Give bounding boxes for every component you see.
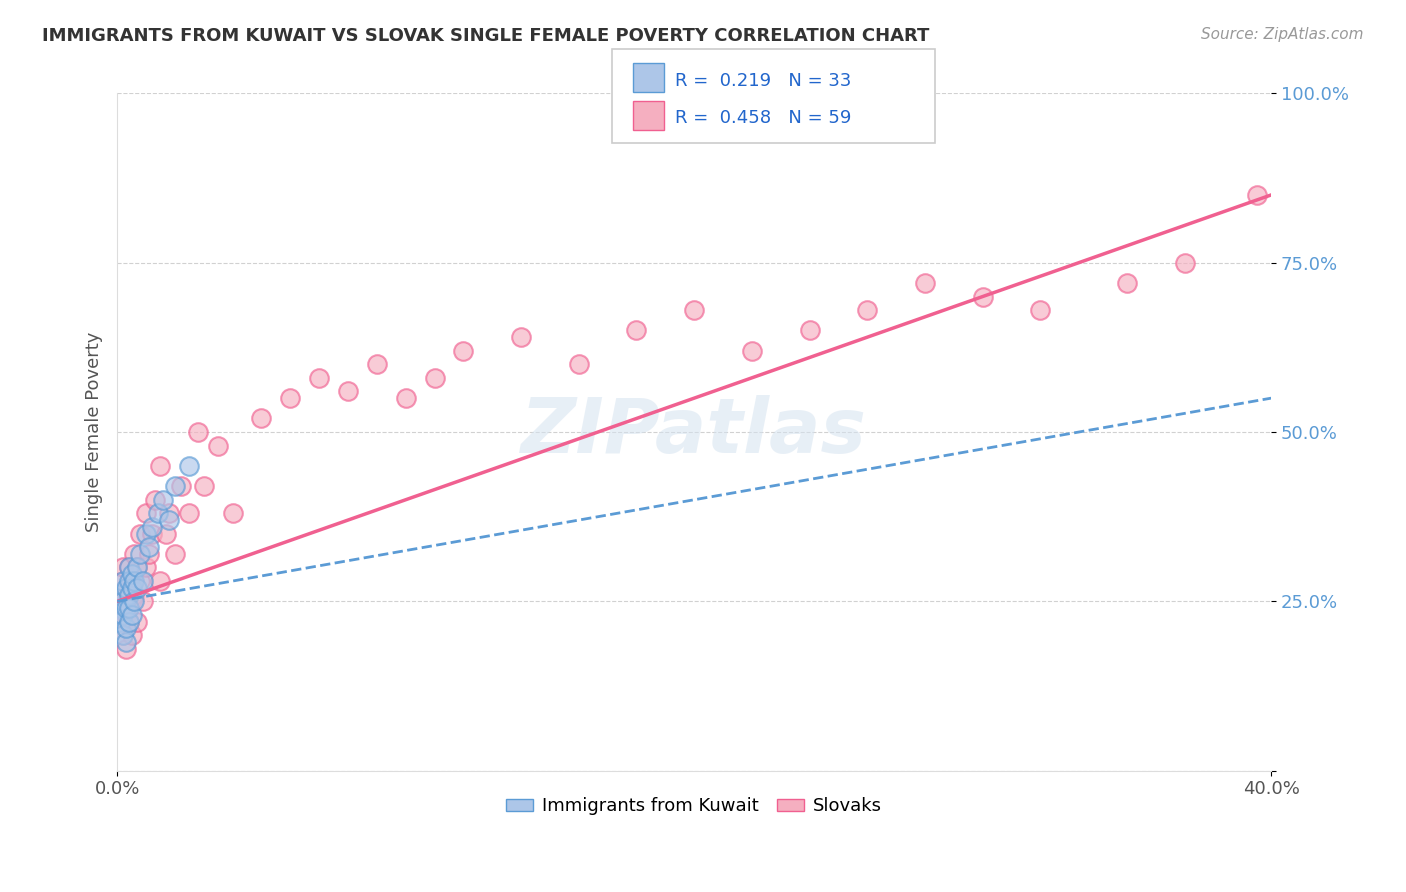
Point (683, 303, 706, 318)
Point (108, 601, 131, 615)
Point (121, 567, 143, 582)
Point (914, 276, 936, 290)
Text: R =  0.458   N = 59: R = 0.458 N = 59 (675, 109, 851, 127)
Point (152, 492, 174, 507)
Point (626, 323, 648, 337)
Point (799, 323, 821, 337)
Point (115, 635, 138, 649)
Point (129, 526, 152, 541)
Point (121, 607, 143, 622)
Point (115, 607, 138, 622)
Point (124, 547, 146, 561)
Point (1173, 255, 1195, 269)
Point (108, 588, 131, 602)
Text: R =  0.219   N = 33: R = 0.219 N = 33 (675, 71, 851, 89)
Point (118, 581, 141, 595)
Point (127, 615, 149, 629)
Point (115, 601, 138, 615)
Point (118, 560, 141, 574)
Point (108, 588, 131, 602)
Point (179, 506, 201, 520)
Point (141, 526, 163, 541)
Point (1029, 303, 1052, 318)
Point (111, 628, 134, 642)
Point (118, 615, 141, 629)
Point (108, 615, 131, 629)
Point (278, 391, 301, 405)
Text: Source: ZipAtlas.com: Source: ZipAtlas.com (1201, 27, 1364, 42)
Text: IMMIGRANTS FROM KUWAIT VS SLOVAK SINGLE FEMALE POVERTY CORRELATION CHART: IMMIGRANTS FROM KUWAIT VS SLOVAK SINGLE … (42, 27, 929, 45)
Point (118, 574, 141, 588)
Point (118, 588, 141, 602)
Point (146, 506, 169, 520)
Point (124, 588, 146, 602)
Point (163, 547, 186, 561)
Point (115, 594, 138, 608)
Point (118, 601, 141, 615)
Text: ZIPatlas: ZIPatlas (522, 395, 868, 469)
Point (221, 506, 243, 520)
Point (453, 343, 475, 358)
Point (207, 439, 229, 453)
Point (127, 560, 149, 574)
Point (135, 506, 157, 520)
Point (121, 628, 143, 642)
Point (135, 560, 157, 574)
Point (121, 574, 143, 588)
Point (135, 526, 157, 541)
Point (124, 574, 146, 588)
Point (143, 492, 166, 507)
Point (129, 574, 152, 588)
Point (132, 574, 155, 588)
Point (155, 526, 177, 541)
Point (395, 391, 418, 405)
Point (568, 357, 591, 371)
Point (163, 479, 186, 493)
Point (149, 574, 172, 588)
Point (1246, 188, 1268, 202)
Point (111, 574, 134, 588)
Point (121, 594, 143, 608)
Point (157, 513, 180, 527)
Point (124, 594, 146, 608)
Point (179, 458, 201, 473)
Point (141, 520, 163, 534)
Point (111, 594, 134, 608)
Point (129, 547, 152, 561)
Point (115, 641, 138, 656)
Point (127, 581, 149, 595)
Point (157, 506, 180, 520)
Point (741, 343, 763, 358)
Point (111, 607, 134, 622)
Legend: Immigrants from Kuwait, Slovaks: Immigrants from Kuwait, Slovaks (499, 790, 890, 822)
Point (336, 384, 359, 399)
Point (111, 560, 134, 574)
Point (111, 574, 134, 588)
Point (138, 547, 160, 561)
Point (108, 601, 131, 615)
Point (308, 371, 330, 385)
Point (423, 371, 446, 385)
Point (115, 622, 138, 636)
Point (972, 289, 994, 303)
Point (127, 560, 149, 574)
Point (111, 628, 134, 642)
Point (366, 357, 388, 371)
Point (1115, 276, 1137, 290)
Y-axis label: Single Female Poverty: Single Female Poverty (86, 332, 103, 533)
Point (138, 540, 160, 554)
Point (121, 581, 143, 595)
Point (115, 581, 138, 595)
Point (169, 479, 191, 493)
Point (149, 458, 172, 473)
Point (250, 411, 273, 425)
Point (118, 615, 141, 629)
Point (856, 303, 879, 318)
Point (193, 479, 215, 493)
Point (132, 594, 155, 608)
Point (118, 560, 141, 574)
Point (510, 330, 533, 344)
Point (187, 425, 209, 439)
Point (108, 615, 131, 629)
